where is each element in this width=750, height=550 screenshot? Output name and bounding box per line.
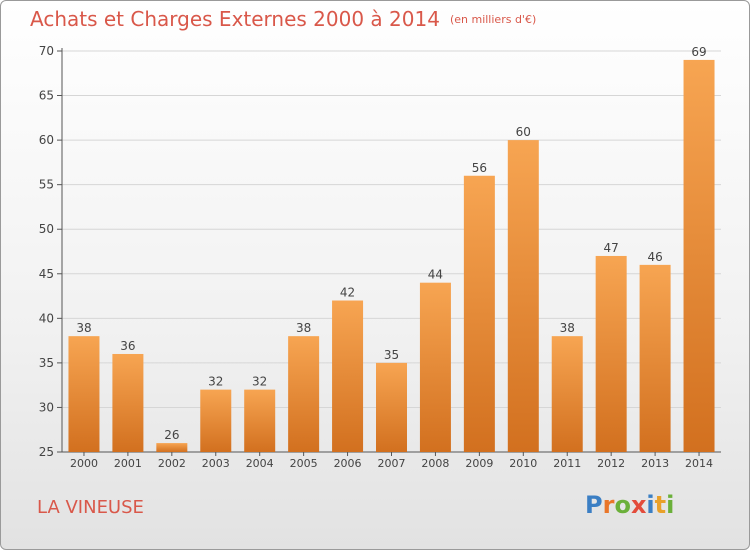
x-tick-label: 2014 [685,457,713,470]
y-tick-label: 60 [39,133,54,147]
logo-letter: i [666,491,675,519]
bars [68,59,715,453]
bar [68,336,100,452]
data-label: 32 [252,375,267,389]
logo-letter: x [630,491,647,519]
x-tick-label: 2009 [465,457,493,470]
proxiti-logo: Proxiti [585,491,674,519]
x-tick-label: 2006 [334,457,362,470]
bar [288,336,320,452]
x-tick-label: 2001 [114,457,142,470]
data-label: 60 [516,125,531,139]
bar [200,389,232,452]
labels: 25 30 35 40 45 50 55 60 65 70 38 2000 36 2001 26 2002 32… [39,44,713,470]
bar [376,362,407,452]
data-label: 42 [340,286,355,300]
y-tick-label: 65 [39,89,54,103]
x-tick-label: 2008 [421,457,449,470]
bar [244,389,276,452]
x-tick-label: 2002 [158,457,186,470]
y-tick-label: 45 [39,267,54,281]
y-tick-label: 35 [39,356,54,370]
bar [551,336,583,452]
data-label: 46 [647,250,662,264]
x-tick-label: 2005 [290,457,318,470]
data-label: 44 [428,268,443,282]
x-tick-label: 2011 [553,457,581,470]
x-tick-label: 2013 [641,457,669,470]
logo-letter: o [614,491,631,519]
x-tick-label: 2007 [378,457,406,470]
y-tick-label: 70 [39,44,54,58]
chart-title: Achats et Charges Externes 2000 à 2014 (e… [30,7,536,31]
bar [112,353,144,452]
data-label: 38 [76,321,91,335]
bar [595,255,627,452]
y-tick-label: 25 [39,445,54,459]
x-tick-label: 2010 [509,457,537,470]
logo-letter: t [654,491,667,519]
y-tick-label: 40 [39,311,54,325]
data-label: 47 [604,241,619,255]
x-tick-label: 2004 [246,457,274,470]
x-tick-label: 2012 [597,457,625,470]
bar [332,300,364,452]
data-label: 38 [296,321,311,335]
bar [463,175,495,452]
logo-letter: i [646,491,655,519]
data-label: 56 [472,161,487,175]
y-tick-label: 30 [39,400,54,414]
data-label: 32 [208,375,223,389]
chart-unit: (en milliers d'€) [449,13,537,26]
x-tick-label: 2003 [202,457,230,470]
bar [639,264,671,452]
data-label: 69 [691,45,706,59]
data-label: 35 [384,348,399,362]
bar [419,282,451,452]
y-tick-label: 55 [39,178,54,192]
chart-title-text: Achats et Charges Externes 2000 à 2014 [30,7,440,31]
bar [683,59,715,453]
x-tick-label: 2000 [70,457,98,470]
city-name: LA VINEUSE [37,497,144,518]
logo-letter: r [602,491,615,519]
data-label: 38 [560,321,575,335]
data-label: 36 [120,339,135,353]
logo-letter: P [585,491,603,519]
data-label: 26 [164,428,179,442]
bar [507,140,539,452]
bar [156,443,188,452]
y-tick-label: 50 [39,222,54,236]
